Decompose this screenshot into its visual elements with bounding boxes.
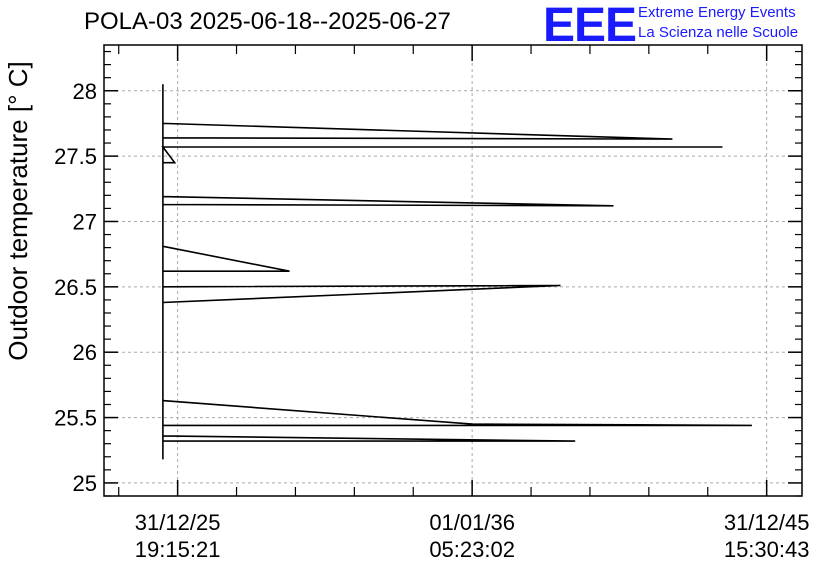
x-tick-label-date: 31/12/45 xyxy=(724,510,810,535)
y-tick-label: 25.5 xyxy=(54,406,97,431)
y-tick-label: 27.5 xyxy=(54,144,97,169)
y-axis-title: Outdoor temperature [° C] xyxy=(3,61,33,360)
y-tick-label: 28 xyxy=(73,79,97,104)
x-tick-label-date: 31/12/25 xyxy=(135,510,221,535)
grid-lines xyxy=(104,45,802,496)
x-tick-label-time: 05:23:02 xyxy=(429,537,515,562)
x-tick-label-time: 19:15:21 xyxy=(135,537,221,562)
temperature-series-line xyxy=(161,84,752,460)
y-tick-label: 27 xyxy=(73,209,97,234)
series-group xyxy=(161,84,752,460)
y-tick-label: 26 xyxy=(73,340,97,365)
x-tick-label-time: 15:30:43 xyxy=(724,537,810,562)
axis-ticks xyxy=(104,45,802,497)
y-tick-label: 25 xyxy=(73,471,97,496)
y-tick-label: 26.5 xyxy=(54,275,97,300)
eee-logo: EEE xyxy=(543,0,637,52)
logo-line-1: Extreme Energy Events xyxy=(638,4,796,21)
logo-line-2: La Scienza nelle Scuole xyxy=(638,24,799,41)
plot-frame xyxy=(103,44,803,497)
chart-title: POLA-03 2025-06-18--2025-06-27 xyxy=(84,8,451,35)
x-tick-label-date: 01/01/36 xyxy=(429,510,515,535)
y-tick-labels: 25 25.5 26 26.5 27 27.5 28 xyxy=(54,79,97,496)
